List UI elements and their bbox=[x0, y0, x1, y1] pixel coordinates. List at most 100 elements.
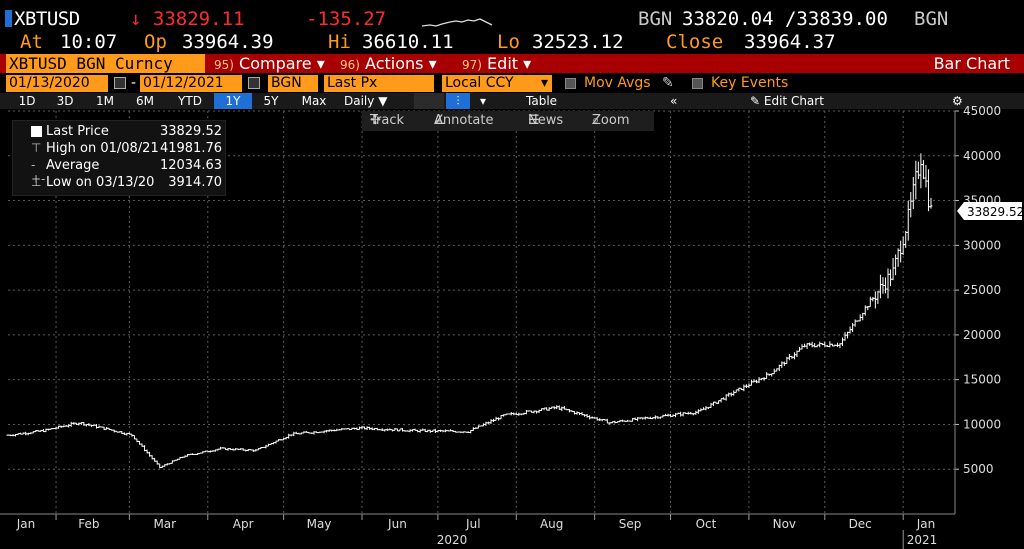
range-1y[interactable]: 1Y bbox=[214, 93, 252, 109]
last-value-tag bbox=[957, 202, 1022, 221]
ticker[interactable]: XBTUSD bbox=[14, 8, 80, 30]
legend-average-value: 12034.63 bbox=[159, 158, 222, 173]
chart-type-dropdown-icon[interactable]: ▾ bbox=[480, 94, 487, 108]
y-tick-label: 15000 bbox=[963, 373, 1001, 387]
quote-header: XBTUSD ↓ 33829.11 -135.27 BGN 33820.04 /… bbox=[0, 8, 1024, 30]
edit-menu[interactable]: 97) Edit ▾ bbox=[462, 54, 531, 75]
source-field[interactable]: BGN bbox=[268, 75, 318, 92]
x-tick-label: Feb bbox=[78, 517, 99, 531]
legend-low: Low on 03/13/20 3914.70 bbox=[46, 174, 226, 191]
edit-number: 97) bbox=[462, 58, 482, 72]
open-label: Op bbox=[144, 31, 167, 53]
range-3d[interactable]: 3D bbox=[56, 94, 74, 108]
collapse-button[interactable]: « bbox=[670, 94, 678, 108]
x-tick-label: Oct bbox=[696, 517, 717, 531]
legend-high-value: 41981.76 bbox=[159, 141, 222, 156]
range-1m[interactable]: 1M bbox=[96, 94, 114, 108]
y-tick-label: 10000 bbox=[963, 417, 1001, 431]
x-tick-label: Jan bbox=[16, 517, 36, 531]
legend-last-price-label: Last Price bbox=[46, 124, 109, 139]
currency-label: Local CCY bbox=[445, 75, 514, 91]
calendar-icon[interactable] bbox=[114, 77, 126, 89]
net-change: -135.27 bbox=[306, 8, 387, 30]
key-events-checkbox[interactable] bbox=[692, 78, 703, 89]
average-marker-icon: -+- bbox=[31, 158, 46, 186]
legend-low-label: Low on 03/13/20 bbox=[46, 175, 155, 190]
bid-source: BGN bbox=[638, 8, 673, 30]
caret-down-icon: ▾ bbox=[316, 54, 325, 73]
start-date-field[interactable]: 01/13/2020 bbox=[6, 75, 108, 92]
pencil-icon: ✎ bbox=[750, 94, 761, 108]
x-tick-label: Mar bbox=[153, 517, 176, 531]
calendar-icon[interactable] bbox=[248, 77, 260, 89]
mov-avgs-checkbox[interactable] bbox=[565, 78, 576, 89]
y-tick-label: 40000 bbox=[963, 149, 1001, 163]
y-tick-label: 25000 bbox=[963, 283, 1001, 297]
actions-menu[interactable]: 96) Actions ▾ bbox=[340, 54, 437, 75]
chart-grid bbox=[8, 110, 955, 514]
ask-source: BGN bbox=[914, 8, 949, 30]
actions-number: 96) bbox=[340, 58, 360, 72]
legend-high: High on 01/08/21 41981.76 bbox=[46, 140, 226, 157]
last-value-label: 33829.52 bbox=[967, 205, 1024, 219]
high-value: 36610.11 bbox=[362, 31, 454, 53]
key-events-label: Key Events bbox=[711, 75, 789, 91]
at-value: 10:07 bbox=[60, 31, 118, 53]
caret-down-icon: ▾ bbox=[428, 54, 437, 73]
y-axis: 5000100001500020000250003000035000400004… bbox=[954, 104, 1001, 514]
settings-gear-icon[interactable]: ⚙ bbox=[952, 94, 963, 108]
frequency-select[interactable]: Daily ▼ bbox=[344, 93, 387, 109]
range-6m[interactable]: 6M bbox=[136, 94, 154, 108]
caret-down-icon: ▼ bbox=[378, 94, 388, 108]
range-5y[interactable]: 5Y bbox=[263, 94, 279, 108]
high-marker-icon: ⊤ bbox=[31, 141, 42, 155]
bar-chart-icon[interactable]: ⫶ bbox=[446, 93, 470, 109]
last-value-marker: 33829.52 bbox=[957, 202, 1024, 221]
compare-number: 95) bbox=[214, 58, 234, 72]
chart-title: Bar Chart bbox=[933, 54, 1010, 73]
range-ytd[interactable]: YTD bbox=[178, 94, 202, 108]
x-tick-label: Sep bbox=[619, 517, 642, 531]
date-dash: - bbox=[131, 75, 137, 91]
legend-high-label: High on 01/08/21 bbox=[46, 141, 159, 156]
low-marker-icon: ⊥ bbox=[31, 175, 42, 189]
caret-down-icon: ▾ bbox=[523, 54, 532, 73]
field-select[interactable]: Last Px bbox=[324, 75, 434, 92]
legend-last-price-value: 33829.52 bbox=[159, 124, 222, 139]
last-price-swatch[interactable] bbox=[31, 126, 42, 137]
zoom-label: Zoom bbox=[592, 113, 630, 128]
menu-bar: XBTUSD BGN Curncy 95) Compare ▾ 96) Acti… bbox=[0, 54, 1024, 73]
y-tick-label: 20000 bbox=[963, 328, 1001, 342]
table-button[interactable]: Table bbox=[526, 94, 558, 108]
crosshair-icon: ✢ bbox=[370, 113, 381, 128]
legend-average-label: Average bbox=[46, 158, 100, 173]
year-label: 2020 bbox=[437, 533, 468, 547]
at-label: At bbox=[20, 31, 43, 53]
currency-select[interactable]: Local CCY ▾ bbox=[442, 75, 552, 92]
chart-legend: Last Price 33829.52 ⊤ High on 01/08/21 419… bbox=[12, 120, 226, 196]
edit-chart-label: Edit Chart bbox=[763, 94, 824, 108]
x-tick-label: Aug bbox=[540, 517, 563, 531]
compare-menu[interactable]: 95) Compare ▾ bbox=[214, 54, 325, 75]
pencil-icon[interactable]: ✎ bbox=[662, 75, 674, 91]
compare-label: Compare bbox=[239, 54, 312, 73]
x-axis: Jan Feb Mar Apr May Jun Jul Aug Sep Oct Nov Dec Jan 2… bbox=[0, 513, 955, 549]
range-1d[interactable]: 1D bbox=[18, 94, 36, 108]
close-label: Close bbox=[666, 31, 724, 53]
x-tick-label: Jun bbox=[387, 517, 407, 531]
range-max[interactable]: Max bbox=[301, 94, 327, 108]
y-tick-label: 45000 bbox=[963, 104, 1001, 118]
line-chart-icon[interactable] bbox=[414, 93, 444, 109]
security-field[interactable]: XBTUSD BGN Curncy bbox=[6, 54, 205, 73]
x-tick-label: Dec bbox=[849, 517, 872, 531]
low-label: Lo bbox=[497, 31, 520, 53]
news-label: News bbox=[528, 113, 564, 128]
legend-average: Average 12034.63 bbox=[46, 157, 226, 174]
x-tick-label: May bbox=[307, 517, 332, 531]
range-bar: 1D 3D 1M 6M YTD 1Y 5Y Max Daily ▼ ⫶ ▾ Ta… bbox=[0, 93, 1024, 109]
x-tick-label: Apr bbox=[233, 517, 254, 531]
edit-chart-button[interactable]: ✎ Edit Chart bbox=[750, 93, 824, 109]
end-date-field[interactable]: 01/12/2021 bbox=[140, 75, 242, 92]
frequency-label: Daily bbox=[344, 94, 375, 108]
